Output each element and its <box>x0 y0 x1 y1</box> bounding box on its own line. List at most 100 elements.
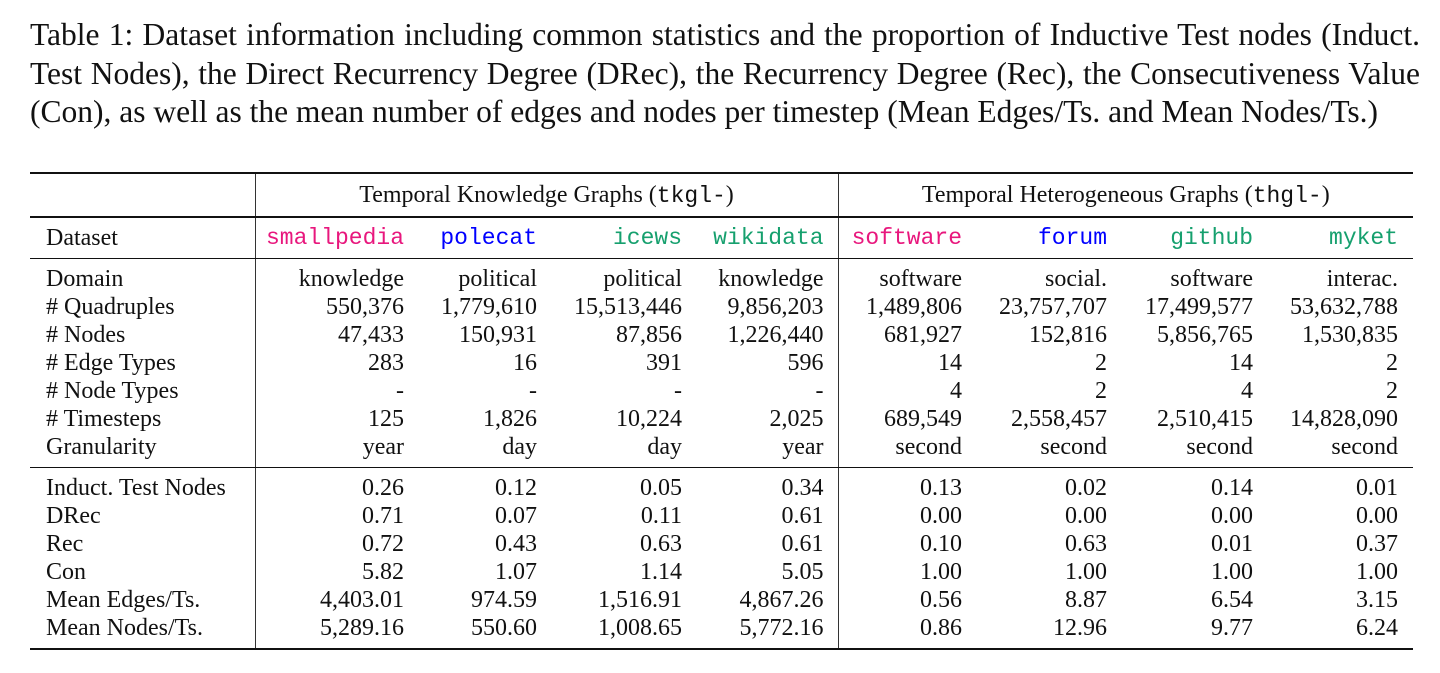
cell-software: 681,927 <box>884 322 963 348</box>
table-row: Mean Edges/Ts. 4,403.01 974.59 1,516.91 4,86… <box>30 586 1413 614</box>
cell-icews: 0.11 <box>640 503 682 529</box>
cell-icews: - <box>674 378 682 404</box>
dataset-table: Temporal Knowledge Graphs (tkgl-) Tempor… <box>30 172 1414 650</box>
table-row: Induct. Test Nodes 0.26 0.12 0.05 0.34 0.13 0.… <box>30 467 1413 502</box>
cell-github: software <box>1170 266 1254 292</box>
cell-smallpedia: 0.26 <box>362 475 404 501</box>
cell-myket: second <box>1259 433 1414 468</box>
cell-software: software <box>879 266 963 292</box>
cell-smallpedia: 47,433 <box>338 322 404 348</box>
cell-github: 14 <box>1229 350 1254 376</box>
cell-smallpedia: - <box>396 378 404 404</box>
cell-forum: 23,757,707 <box>999 294 1108 320</box>
cell-forum: 0.02 <box>1065 475 1108 501</box>
table-row: # Timesteps 125 1,826 10,224 2,025 689,549 2,5… <box>30 405 1413 433</box>
cell-github: 2,510,415 <box>1157 406 1254 432</box>
group-prefix: thgl- <box>1252 182 1322 209</box>
cell-icews: 1,008.65 <box>543 614 688 650</box>
cell-myket: 14,828,090 <box>1290 406 1399 432</box>
cell-icews: 87,856 <box>616 322 682 348</box>
cell-smallpedia: 4,403.01 <box>320 587 404 613</box>
cell-software: second <box>838 433 969 468</box>
cell-forum: 2,558,457 <box>1011 406 1108 432</box>
row-label: Mean Edges/Ts. <box>30 586 256 614</box>
cell-myket: interac. <box>1326 266 1399 292</box>
dataset-name-wikidata: wikidata <box>688 216 839 259</box>
empty-cell <box>30 172 256 217</box>
cell-github: second <box>1113 433 1260 468</box>
cell-polecat: 0.07 <box>495 503 537 529</box>
cell-software: 14 <box>938 350 963 376</box>
cell-myket: 1.00 <box>1356 559 1399 585</box>
cell-polecat: day <box>410 433 543 468</box>
group-header-row: Temporal Knowledge Graphs (tkgl-) Tempor… <box>30 172 1414 217</box>
cell-software: 4 <box>950 378 963 404</box>
dataset-header-row: Dataset smallpedia polecat icews wikidata sof… <box>30 216 1414 259</box>
dataset-name-polecat: polecat <box>410 216 543 259</box>
dataset-name-myket: myket <box>1259 216 1414 259</box>
row-label: DRec <box>30 502 256 530</box>
cell-myket: 0.37 <box>1356 531 1399 557</box>
cell-smallpedia: 550,376 <box>326 294 404 320</box>
table-row: # Edge Types 283 16 391 596 14 2 14 2 <box>30 349 1413 377</box>
cell-github: 0.01 <box>1211 531 1254 557</box>
row-label: Domain <box>30 258 256 293</box>
cell-github: 17,499,577 <box>1145 294 1254 320</box>
group-header-thgl: Temporal Heterogeneous Graphs (thgl-) <box>838 172 1414 217</box>
row-label: # Edge Types <box>30 349 256 377</box>
cell-forum: 152,816 <box>1029 322 1108 348</box>
group-label: Temporal Heterogeneous Graphs ( <box>921 181 1253 208</box>
cell-github: 4 <box>1241 378 1254 404</box>
row-label: Con <box>30 558 256 586</box>
cell-myket: 1,530,835 <box>1302 322 1399 348</box>
cell-software: 1.00 <box>920 559 963 585</box>
cell-smallpedia: year <box>255 433 410 468</box>
cell-wikidata: 5,772.16 <box>688 614 839 650</box>
cell-github: 0.00 <box>1211 503 1254 529</box>
cell-wikidata: 2,025 <box>688 405 839 433</box>
group-close: ) <box>725 181 734 208</box>
dataset-header-label: Dataset <box>30 216 256 259</box>
cell-icews: 0.05 <box>640 475 682 501</box>
cell-icews: 15,513,446 <box>574 294 682 320</box>
cell-smallpedia: 283 <box>368 350 404 376</box>
cell-icews: 391 <box>646 350 682 376</box>
row-label: Induct. Test Nodes <box>30 467 256 502</box>
cell-github: 1.00 <box>1211 559 1254 585</box>
table-row: Rec 0.72 0.43 0.63 0.61 0.10 0.63 0.01 0.37 <box>30 530 1413 558</box>
cell-polecat: 0.43 <box>495 531 537 557</box>
group-close: ) <box>1321 181 1330 208</box>
cell-wikidata: 1,226,440 <box>688 321 839 349</box>
row-label: # Quadruples <box>30 293 256 321</box>
row-label: Granularity <box>30 433 256 468</box>
cell-forum: 12.96 <box>968 614 1114 650</box>
group-label: Temporal Knowledge Graphs ( <box>359 181 657 208</box>
cell-smallpedia: knowledge <box>298 266 404 292</box>
row-label: Rec <box>30 530 256 558</box>
row-label: # Nodes <box>30 321 256 349</box>
dataset-name-icews: icews <box>543 216 688 259</box>
cell-forum: 8.87 <box>1065 587 1108 613</box>
cell-wikidata: 4,867.26 <box>688 586 839 614</box>
cell-forum: social. <box>1045 266 1108 292</box>
cell-github: 6.54 <box>1211 587 1254 613</box>
cell-myket: 0.01 <box>1356 475 1399 501</box>
cell-wikidata: 9,856,203 <box>688 293 839 321</box>
cell-forum: second <box>968 433 1114 468</box>
cell-icews: political <box>603 266 682 292</box>
cell-forum: 0.00 <box>1065 503 1108 529</box>
cell-polecat: - <box>529 378 537 404</box>
cell-polecat: 974.59 <box>471 587 537 613</box>
cell-wikidata: 596 <box>688 349 839 377</box>
dataset-name-github: github <box>1113 216 1260 259</box>
cell-polecat: 550.60 <box>410 614 543 650</box>
cell-polecat: 1,826 <box>483 406 537 432</box>
cell-smallpedia: 5,289.16 <box>255 614 410 650</box>
cell-wikidata: 0.61 <box>688 530 839 558</box>
cell-wikidata: 0.34 <box>688 467 839 502</box>
table-row: # Nodes 47,433 150,931 87,856 1,226,440 681,9… <box>30 321 1413 349</box>
table-row: DRec 0.71 0.07 0.11 0.61 0.00 0.00 0.00 0.00 <box>30 502 1413 530</box>
dataset-name-software: software <box>838 216 969 259</box>
cell-polecat: 1.07 <box>495 559 537 585</box>
cell-software: 1,489,806 <box>866 294 963 320</box>
